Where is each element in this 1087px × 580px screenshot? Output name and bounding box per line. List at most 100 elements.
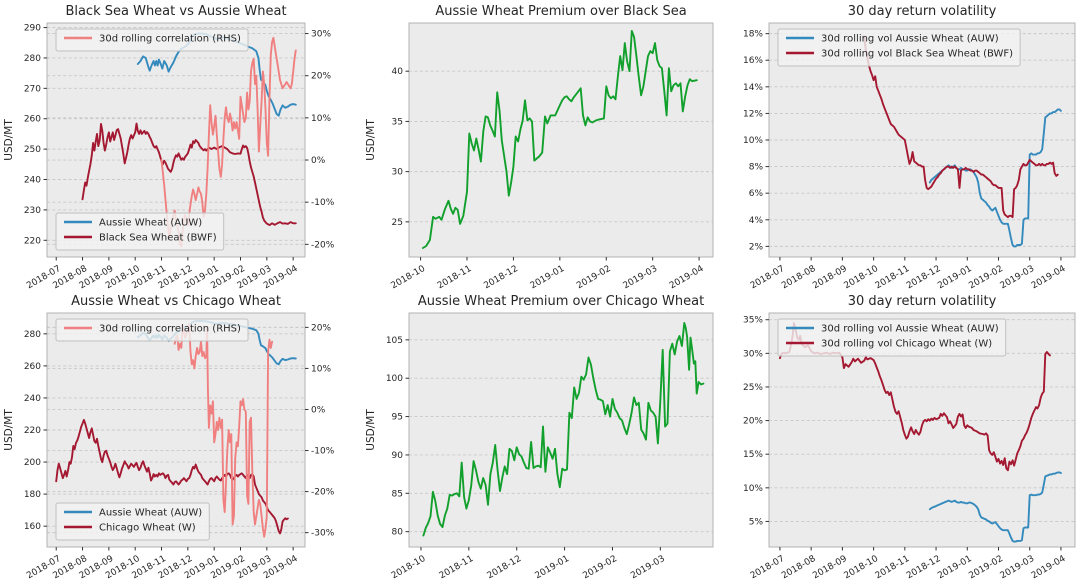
legend-box [55,502,210,541]
panel-volatility-black-sea: 2018-07 2018-08 2018-09 2018-10 2018-11 2018-… [725,0,1087,290]
y-tick-label: 40 [392,67,404,77]
y2-tick-label: 10% [311,364,331,374]
legend-box [55,212,225,251]
y2-tick-label: 0% [311,156,326,166]
x-tick-label: 2019-02 [575,264,613,290]
y-tick-label: 25 [392,218,403,228]
y-tick-label: 8% [749,163,764,173]
plot-border [408,22,714,258]
x-tick-label: 2018-11 [874,554,912,580]
legend-label: Black Sea Wheat (BWF) [99,233,217,244]
x-tick-label: 2018-07 [749,264,787,290]
y-tick-label: 35% [743,316,763,326]
series-30d-rolling-vol-black-sea-wheat-bwf [863,35,1059,219]
legend: 30d rolling vol Aussie Wheat (AUW) 30d ro… [777,318,1007,357]
x-tick-label: 2019-03 [622,264,660,290]
y-tick-label: 260 [24,115,41,125]
y-axis-label: USD/MT [365,119,377,161]
y-tick-label: 95 [392,413,403,423]
chart-canvas-3: 2018-072018-082018-092018-102018-112018-… [743,4,1076,290]
x-tick-label: 2018-10 [390,264,428,290]
y2-tick-label: 20% [311,72,331,82]
x-tick-label: 2019-03 [629,554,667,580]
y-tick-label: 15% [743,450,763,460]
y-tick-label: 200 [24,458,41,468]
y-axis-label: USD/MT [365,409,377,451]
y-tick-label: 85 [392,489,403,499]
x-tick-label: 2019-04 [668,264,706,290]
y2-tick-label: 10% [311,114,331,124]
legend-label: 30d rolling vol Aussie Wheat (AUW) [821,324,999,335]
y-tick-label: 250 [24,145,41,155]
x-tick-label: 2019-01 [529,264,567,290]
x-tick-label: 2018-11 [874,264,912,290]
legend-label: 30d rolling vol Chicago Wheat (W) [821,339,992,350]
series-30d-rolling-vol-aussie-wheat-auw [928,108,1062,248]
plot-border [768,312,1076,548]
legend-box [777,28,1021,67]
x-tick-label: 2018-07 [749,554,787,580]
chart-title: Aussie Wheat Premium over Black Sea [435,4,686,19]
legend-label: Aussie Wheat (AUW) [99,218,202,229]
chart-canvas-1: 2018-072018-082018-092018-102018-112018-… [3,4,335,290]
series-group [422,322,705,537]
x-tick-label: 2019-01 [936,264,974,290]
legend-box [55,318,249,342]
x-tick-label: 2019-02 [967,554,1005,580]
panel-premium-over-black-sea: 2018-10 2018-11 2018-12 2019-01 2019-02 2019-… [362,0,725,290]
y-tick-label: 280 [24,330,41,340]
y-tick-label: 30 [392,168,404,178]
y-tick-label: 90 [392,451,404,461]
series-30d-rolling-correlation-rhs [173,323,274,538]
y-tick-label: 260 [24,362,41,372]
series-aussie-wheat-premium-over-chicago-wheat [422,322,705,537]
chart-canvas-6: 2018-072018-082018-092018-102018-112018-… [743,294,1076,580]
x-tick-label: 2019-03 [999,264,1037,290]
y-tick-label: 10% [743,484,763,494]
legend-label: 30d rolling correlation (RHS) [99,34,241,45]
x-tick-label: 2019-01 [936,554,974,580]
y-tick-label: 160 [24,522,41,532]
y-tick-label: 12% [743,109,763,119]
y-tick-label: 18% [743,30,763,40]
chart-title: Aussie Wheat Premium over Chicago Wheat [418,294,704,309]
y-tick-label: 80 [392,528,404,538]
y-tick-label: 220 [24,426,41,436]
x-tick-label: 2019-04 [1030,554,1068,580]
chart-title: Black Sea Wheat vs Aussie Wheat [65,4,286,19]
legend-box [777,318,1007,357]
x-tick-label: 2018-12 [482,264,520,290]
y-tick-label: 180 [24,490,41,500]
panel-black-sea-vs-aussie: 2018-07 2018-08 2018-09 2018-10 2018-11 2018-… [0,0,362,290]
series-group [863,35,1062,248]
legend-box [55,28,249,52]
y2-tick-label: -10% [311,447,335,457]
x-tick-label: 2018-12 [486,554,524,580]
x-tick-label: 2019-01 [534,554,572,580]
y-tick-label: 6% [749,189,764,199]
y-tick-label: 280 [24,54,41,64]
series-group [421,30,698,249]
y2-tick-label: -20% [311,240,335,250]
chart-canvas-4: 2018-072018-082018-092018-102018-112018-… [3,294,335,580]
x-tick-label: 2019-02 [967,264,1005,290]
legend-label: Chicago Wheat (W) [99,523,196,534]
chart-title: Aussie Wheat vs Chicago Wheat [71,294,281,309]
series-black-sea-wheat-bwf [81,122,297,227]
x-tick-label: 2018-10 [390,554,428,580]
panel-volatility-chicago: 2018-07 2018-08 2018-09 2018-10 2018-11 2018-… [725,290,1087,580]
y-tick-label: 240 [24,394,41,404]
x-tick-label: 2019-03 [999,554,1037,580]
y-tick-label: 20% [743,417,763,427]
y-tick-label: 5% [749,517,764,527]
series-30d-rolling-vol-aussie-wheat-auw [928,471,1062,543]
gridlines [409,339,713,533]
legend-label: 30d rolling vol Aussie Wheat (AUW) [821,34,999,45]
x-tick-label: 2018-11 [438,554,476,580]
plot-border [408,312,714,548]
y2-tick-label: 20% [311,323,331,333]
y-tick-label: 16% [743,56,763,66]
legend-label: 30d rolling correlation (RHS) [99,324,241,335]
y-tick-label: 240 [24,176,41,186]
y-tick-label: 30% [743,349,763,359]
